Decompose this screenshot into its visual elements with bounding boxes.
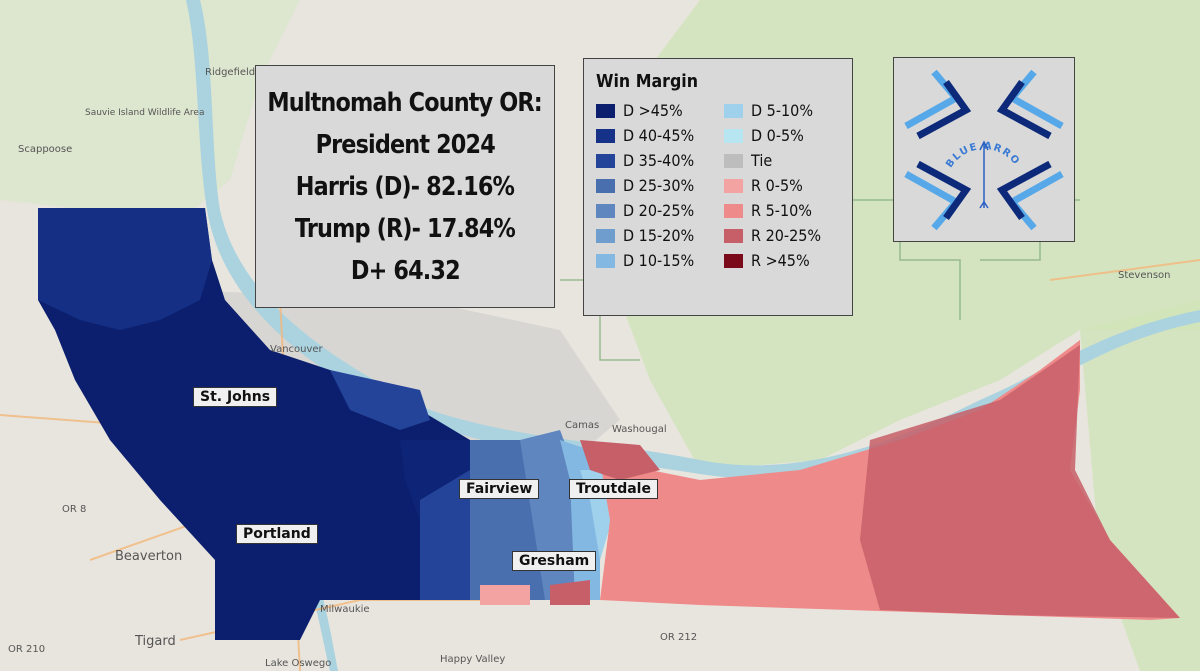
legend-label: D 15-20% <box>623 226 695 245</box>
legend-label: D >45% <box>623 101 683 120</box>
legend-swatch <box>724 178 743 193</box>
city-label-portland: Portland <box>236 524 318 544</box>
legend-label: R 5-10% <box>751 201 812 220</box>
harris-result: Harris (D)- 82.16% <box>295 171 515 202</box>
legend-swatch <box>596 228 615 243</box>
title-panel: Multnomah County OR: President 2024 Harr… <box>255 65 555 308</box>
label-vancouver: Vancouver <box>270 344 324 355</box>
legend-label: D 35-40% <box>623 151 695 170</box>
label-ridgefield: Ridgefield <box>205 67 255 78</box>
legend-item: D 0-5% <box>724 123 852 148</box>
label-tigard: Tigard <box>134 634 176 649</box>
legend-item: D 25-30% <box>596 173 724 198</box>
legend-swatch <box>724 153 743 168</box>
city-label-fairview: Fairview <box>459 479 540 499</box>
legend-column-left: D >45% D 40-45% D 35-40% D 25-30% D 20-25% D … <box>596 98 724 273</box>
city-label-st-johns: St. Johns <box>193 387 278 407</box>
legend-label: D 40-45% <box>623 126 695 145</box>
legend-item: D 10-15% <box>596 248 724 273</box>
legend-label: D 20-25% <box>623 201 695 220</box>
legend-item: D 15-20% <box>596 223 724 248</box>
city-label-troutdale: Troutdale <box>569 479 658 499</box>
legend-item: D >45% <box>596 98 724 123</box>
label-washougal: Washougal <box>612 424 667 435</box>
legend-title: Win Margin <box>596 71 699 92</box>
logo-panel: BLUE ARROW MAPS <box>888 50 1075 242</box>
legend-column-right: D 5-10% D 0-5% Tie R 0-5% R 5-10% R 20-25% R >… <box>724 98 852 273</box>
compass-arrows-logo-icon: BLUE ARROW MAPS <box>888 50 1064 231</box>
legend: Win Margin D >45% D 40-45% D 35-40% D 25-30… <box>583 58 853 316</box>
label-camas: Camas <box>565 420 599 431</box>
legend-label: Tie <box>751 151 773 170</box>
legend-item: D 35-40% <box>596 148 724 173</box>
label-scappoose: Scappoose <box>18 144 72 155</box>
legend-swatch <box>724 253 743 268</box>
legend-swatch <box>724 203 743 218</box>
legend-item: D 5-10% <box>724 98 852 123</box>
legend-label: D 25-30% <box>623 176 695 195</box>
label-or210: OR 210 <box>8 644 45 655</box>
label-beaverton: Beaverton <box>115 549 182 564</box>
label-stevenson: Stevenson <box>1118 270 1171 281</box>
label-or8: OR 8 <box>62 504 86 515</box>
legend-label: D 5-10% <box>751 101 814 120</box>
legend-label: R 0-5% <box>751 176 803 195</box>
legend-swatch <box>724 103 743 118</box>
legend-swatch <box>596 103 615 118</box>
legend-item: R >45% <box>724 248 852 273</box>
legend-item: D 20-25% <box>596 198 724 223</box>
label-sauvie: Sauvie Island Wildlife Area <box>85 108 205 118</box>
legend-item: Tie <box>724 148 852 173</box>
legend-item: R 0-5% <box>724 173 852 198</box>
legend-label: R >45% <box>751 251 810 270</box>
legend-swatch <box>596 203 615 218</box>
legend-swatch <box>596 153 615 168</box>
label-happy-valley: Happy Valley <box>440 654 505 665</box>
margin-result: D+ 64.32 <box>350 255 461 286</box>
city-label-gresham: Gresham <box>512 551 597 571</box>
trump-result: Trump (R)- 17.84% <box>294 213 516 244</box>
legend-swatch <box>724 128 743 143</box>
legend-item: R 5-10% <box>724 198 852 223</box>
legend-label: D 0-5% <box>751 126 804 145</box>
legend-label: R 20-25% <box>751 226 822 245</box>
title-race: President 2024 <box>315 129 495 160</box>
label-milwaukie: Milwaukie <box>320 604 370 615</box>
legend-swatch <box>596 128 615 143</box>
legend-label: D 10-15% <box>623 251 695 270</box>
legend-swatch <box>596 253 615 268</box>
legend-swatch <box>724 228 743 243</box>
title-county: Multnomah County OR: <box>267 87 543 118</box>
label-or212: OR 212 <box>660 632 697 643</box>
legend-item: D 40-45% <box>596 123 724 148</box>
label-lake-oswego: Lake Oswego <box>265 658 331 669</box>
legend-swatch <box>596 178 615 193</box>
legend-item: R 20-25% <box>724 223 852 248</box>
